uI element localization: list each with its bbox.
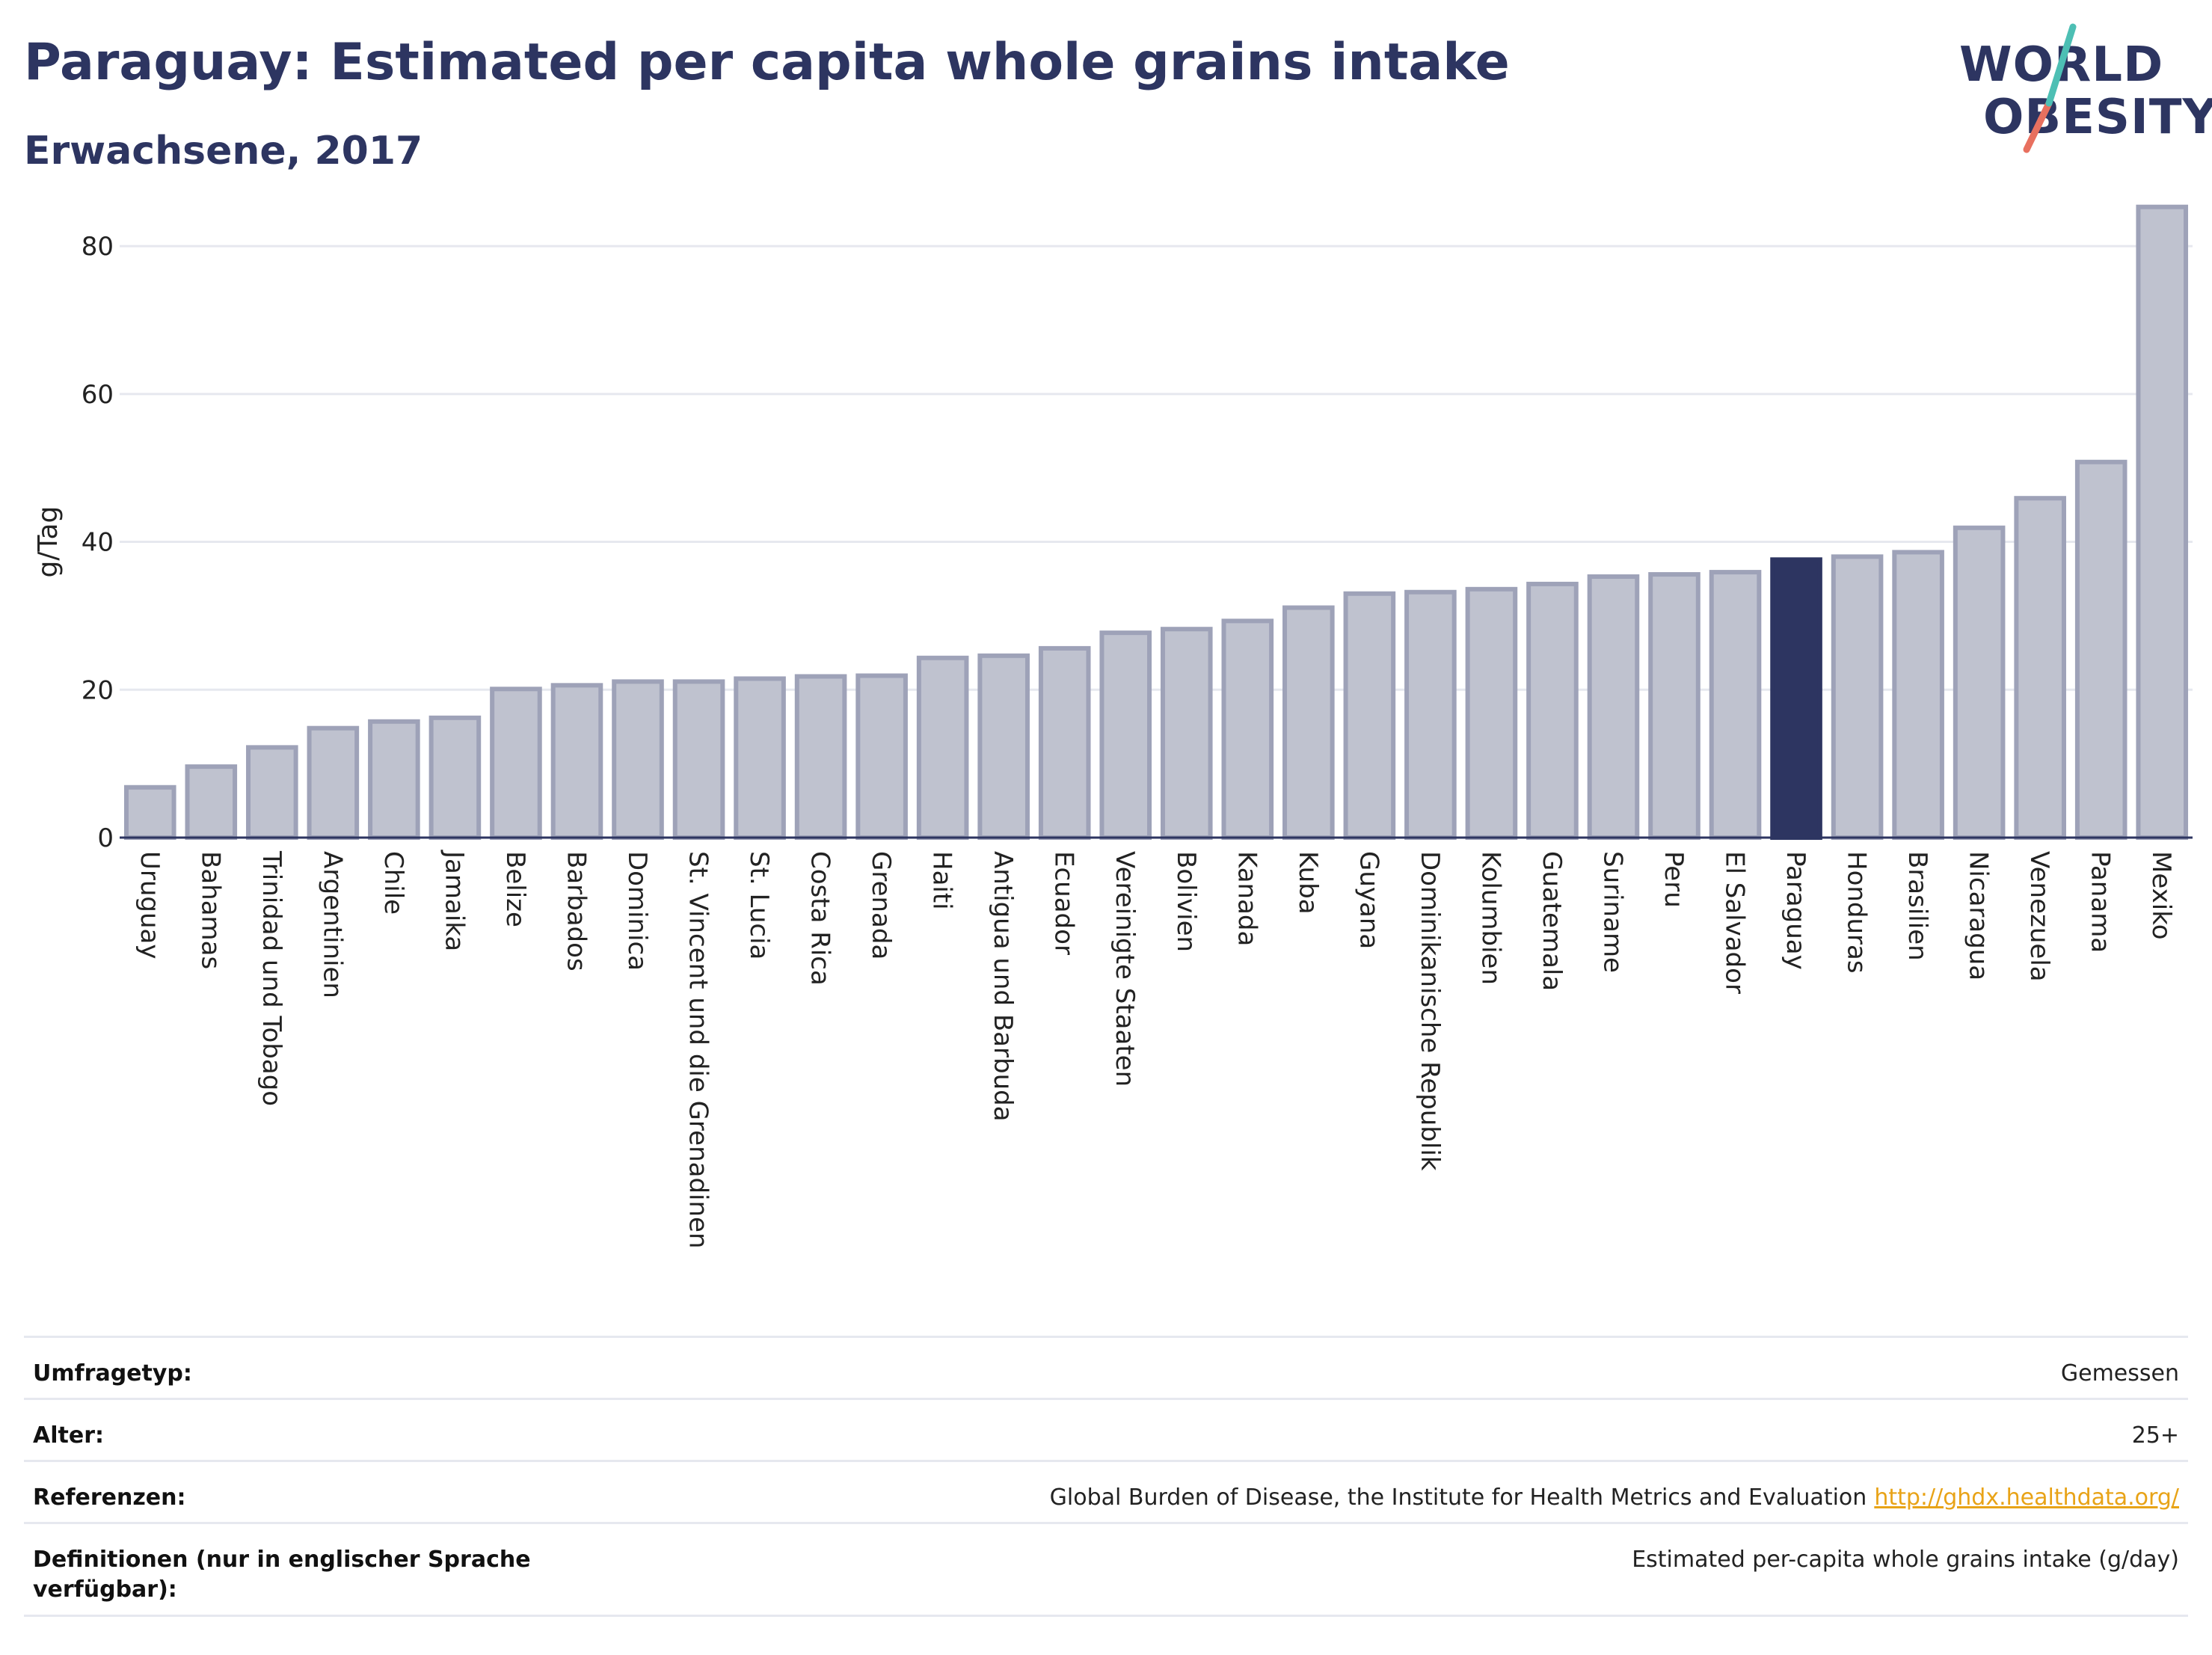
bar-belize[interactable] <box>490 687 542 841</box>
bar-kuba[interactable] <box>1282 605 1335 841</box>
x-tick-label: Honduras <box>1842 851 1872 974</box>
bar-haiti[interactable] <box>916 655 969 840</box>
x-tick-label: Bahamas <box>195 851 225 969</box>
x-tick-label: Nicaragua <box>1964 851 1994 980</box>
y-axis-label: g/Tag <box>33 506 64 578</box>
x-tick-label: Argentinien <box>317 851 347 998</box>
bar-jamaika[interactable] <box>428 715 482 840</box>
y-tick-label: 60 <box>82 380 114 410</box>
x-tick-label: Grenada <box>866 851 896 959</box>
bar-dominica[interactable] <box>612 679 664 840</box>
metadata-table: Umfragetyp: Gemessen Alter: 25+ Referenz… <box>24 1336 2188 1617</box>
meta-key: Alter: <box>33 1422 104 1449</box>
x-tick-label: Antigua und Barbuda <box>988 851 1018 1122</box>
x-tick-label: Panama <box>2086 851 2116 953</box>
x-tick-label: Vereinigte Staaten <box>1110 851 1140 1087</box>
bar-trinidad-und-tobago[interactable] <box>246 745 298 840</box>
meta-value: Global Burden of Disease, the Institute … <box>1050 1483 2179 1513</box>
bar-chile[interactable] <box>368 719 420 841</box>
x-tick-label: Kuba <box>1293 851 1323 915</box>
bar-mexiko[interactable] <box>2136 204 2189 841</box>
x-tick-label: El Salvador <box>1720 851 1750 994</box>
x-tick-label: Trinidad und Tobago <box>256 850 286 1106</box>
x-tick-label: Kolumbien <box>1475 851 1505 985</box>
x-tick-label: Uruguay <box>135 851 165 959</box>
bar-kanada[interactable] <box>1221 618 1274 840</box>
meta-value: Gemessen <box>2060 1360 2179 1387</box>
bar-ecuador[interactable] <box>1038 645 1091 841</box>
x-tick-label: Bolivien <box>1171 851 1201 952</box>
bar-uruguay[interactable] <box>123 784 176 840</box>
bar-argentinien[interactable] <box>307 725 360 840</box>
bar-peru[interactable] <box>1648 572 1701 841</box>
y-tick-label: 0 <box>97 823 114 853</box>
meta-row-definitions: Definitionen (nur in englischer Sprache … <box>24 1522 2188 1617</box>
x-tick-label: Guyana <box>1354 851 1383 949</box>
bar-st-lucia[interactable] <box>734 676 786 840</box>
bar-chart: 0 20 40 60 80 g/Tag Uruguay Bahamas Trinidad und… <box>33 204 2193 1249</box>
x-tick-label: Chile <box>378 851 408 915</box>
meta-row-age: Alter: 25+ <box>24 1398 2188 1460</box>
world-obesity-logo: WORLD OBESITY <box>1944 21 2212 163</box>
bar-panama[interactable] <box>2074 459 2127 840</box>
meta-key: Referenzen: <box>33 1484 186 1511</box>
x-tick-label: Kanada <box>1232 851 1262 946</box>
x-tick-label: Dominikanische Republik <box>1415 851 1445 1171</box>
x-tick-label: Barbados <box>561 851 591 971</box>
x-tick-label: Belize <box>500 851 530 927</box>
meta-row-references: Referenzen: Global Burden of Disease, th… <box>24 1460 2188 1522</box>
bar-bahamas[interactable] <box>185 764 238 840</box>
bar-kolumbien[interactable] <box>1465 586 1518 840</box>
logo-line-2: OBESITY <box>1983 90 2212 145</box>
x-tick-label: Mexiko <box>2146 851 2176 940</box>
bar-antigua-und-barbuda[interactable] <box>977 653 1030 841</box>
x-tick-label: Brasilien <box>1902 851 1932 961</box>
x-tick-label: Ecuador <box>1049 851 1079 955</box>
bar-costa-rica[interactable] <box>794 674 847 841</box>
x-tick-label: Jamaika <box>439 850 469 951</box>
x-tick-label: Venezuela <box>2024 851 2054 982</box>
bar-venezuela[interactable] <box>2014 496 2066 840</box>
bar-el-salvador[interactable] <box>1709 570 1762 840</box>
bar-dominikanische-republik[interactable] <box>1404 589 1457 840</box>
chart-subtitle: Erwachsene, 2017 <box>24 129 423 174</box>
meta-key: Definitionen (nur in englischer Sprache … <box>33 1547 531 1603</box>
bar-guyana[interactable] <box>1343 591 1396 840</box>
meta-key: Umfragetyp: <box>33 1360 192 1387</box>
meta-row-survey-type: Umfragetyp: Gemessen <box>24 1336 2188 1398</box>
x-tick-label: St. Lucia <box>744 851 774 959</box>
x-tick-label: Haiti <box>927 851 957 910</box>
x-tick-label: Peru <box>1659 851 1689 908</box>
bar-grenada[interactable] <box>855 673 908 841</box>
chart-title: Paraguay: Estimated per capita whole gra… <box>24 33 1510 92</box>
x-tick-label: St. Vincent und die Grenadinen <box>683 851 713 1249</box>
y-tick-label: 40 <box>82 528 114 558</box>
y-tick-label: 80 <box>82 232 114 262</box>
bar-st-vincent-und-die-grenadinen[interactable] <box>672 679 725 840</box>
x-tick-label: Suriname <box>1597 851 1627 973</box>
x-tick-label: Costa Rica <box>805 851 835 986</box>
reference-link[interactable]: http://ghdx.healthdata.org/ <box>1874 1484 2179 1511</box>
bar-paraguay[interactable] <box>1770 557 1822 840</box>
meta-value: Estimated per-capita whole grains intake… <box>1632 1547 2179 1573</box>
bar-barbados[interactable] <box>550 683 603 840</box>
x-tick-label: Paraguay <box>1781 851 1810 970</box>
meta-value: 25+ <box>2131 1422 2179 1449</box>
logo-slash-icon <box>2023 23 2077 153</box>
x-tick-label: Guatemala <box>1537 851 1567 991</box>
bar-suriname[interactable] <box>1587 574 1640 840</box>
bar-guatemala[interactable] <box>1526 581 1579 840</box>
bar-brasilien[interactable] <box>1892 550 1944 840</box>
bar-nicaragua[interactable] <box>1953 525 2006 840</box>
x-tick-label: Dominica <box>622 851 652 971</box>
bar-honduras[interactable] <box>1831 554 1884 840</box>
y-tick-label: 20 <box>82 675 114 705</box>
bar-vereinigte-staaten[interactable] <box>1099 630 1152 840</box>
bar-bolivien[interactable] <box>1160 627 1213 840</box>
reference-text: Global Burden of Disease, the Institute … <box>1049 1484 1867 1511</box>
